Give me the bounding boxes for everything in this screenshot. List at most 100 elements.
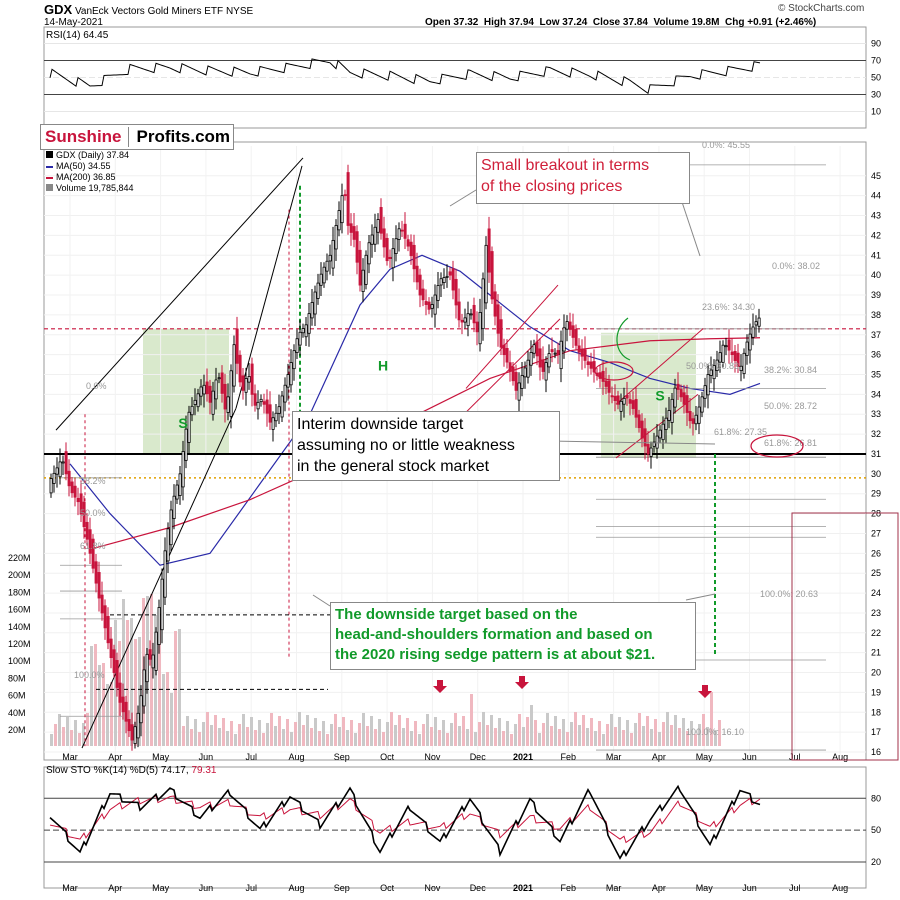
price-tick-label: 36 <box>871 350 881 360</box>
price-tick-label: 44 <box>871 191 881 201</box>
candle-body <box>340 195 344 224</box>
volume-bar <box>646 716 649 746</box>
volume-bar <box>714 730 717 746</box>
candle-body <box>343 194 347 197</box>
candle-body <box>481 278 485 330</box>
candle-body <box>175 484 179 500</box>
candle-body <box>76 497 80 503</box>
candle-body <box>133 726 137 744</box>
candle-body <box>646 444 650 455</box>
volume-bar <box>694 734 697 746</box>
candle-body <box>472 304 476 324</box>
legend-price: GDX (Daily) 37.84 <box>56 150 130 160</box>
candle-body <box>628 399 632 404</box>
upper-trendline <box>55 157 304 431</box>
candle-body <box>85 521 89 540</box>
candle-body <box>418 274 422 296</box>
downside-line-3: the 2020 rising sedge pattern is at abou… <box>335 646 656 663</box>
candle-body <box>643 428 647 447</box>
volume-bar <box>554 716 557 746</box>
candle-body <box>661 423 665 441</box>
candle-body <box>493 291 497 317</box>
candle-body <box>421 288 425 301</box>
fib-label: 61.8%: 27.35 <box>714 427 767 437</box>
candle-body <box>55 467 59 475</box>
candle-body <box>460 319 464 323</box>
candle-body <box>151 654 155 669</box>
candle-body <box>748 333 752 351</box>
candle-body <box>232 344 236 387</box>
volume-bar <box>326 734 329 746</box>
breakout-pointer-b <box>679 195 701 257</box>
price-tick-label: 27 <box>871 528 881 538</box>
x-tick-label: Dec <box>470 752 487 762</box>
candle-body <box>58 461 62 478</box>
left-fib-label: 38.2% <box>80 476 106 486</box>
candle-body <box>436 285 440 301</box>
price-tick-label: 30 <box>871 469 881 479</box>
candle-body <box>274 412 278 422</box>
volume-tick-label: 40M <box>8 708 26 718</box>
volume-bar <box>466 729 469 746</box>
candle-body <box>517 382 521 401</box>
candle-body <box>463 317 467 323</box>
candle-body <box>715 359 719 371</box>
volume-bar <box>662 722 665 746</box>
candle-body <box>208 385 212 403</box>
candle-body <box>217 377 221 380</box>
candle-body <box>598 372 602 379</box>
candle-body <box>712 365 716 380</box>
candle-body <box>61 461 65 464</box>
x-tick-label: Mar <box>62 752 78 762</box>
volume-bar <box>78 733 81 746</box>
candle-body <box>298 331 302 346</box>
x-tick-label: Aug <box>832 752 848 762</box>
volume-bar <box>126 620 129 746</box>
candle-body <box>211 390 215 415</box>
candle-body <box>370 234 374 245</box>
volume-bar <box>98 665 101 746</box>
candle-body <box>430 304 434 309</box>
fib-label: 38.2%: 30.84 <box>764 365 817 375</box>
volume-bar <box>678 728 681 746</box>
candle-body <box>193 399 197 406</box>
volume-bar <box>650 729 653 746</box>
price-tick-label: 35 <box>871 370 881 380</box>
volume-bar <box>446 733 449 746</box>
downside-line-2: head-and-shoulders formation and based o… <box>335 626 653 643</box>
volume-bar <box>638 713 641 746</box>
volume-bar <box>522 727 525 746</box>
volume-bar <box>62 727 65 746</box>
candle-body <box>532 344 536 354</box>
candle-body <box>382 228 386 248</box>
volume-bar <box>130 618 133 746</box>
volume-bar <box>634 723 637 746</box>
volume-bar <box>594 731 597 746</box>
candle-body <box>337 210 341 231</box>
volume-bar <box>242 714 245 746</box>
x-tick-label-bottom: Apr <box>108 883 122 893</box>
candle-body <box>610 395 614 398</box>
candle-body <box>658 429 662 439</box>
candle-body <box>229 370 233 417</box>
volume-bar <box>318 731 321 746</box>
candle-body <box>301 328 305 334</box>
breakout-line-1: Small breakout in terms <box>481 157 650 174</box>
volume-tick-label: 220M <box>8 553 31 563</box>
ma50-line <box>69 254 761 566</box>
x-tick-label: Oct <box>380 752 395 762</box>
x-tick-label-bottom: Sep <box>334 883 350 893</box>
candle-body <box>634 399 638 418</box>
sto-label: Slow STO %K(14) %D(5) 74.17, <box>46 765 189 776</box>
candle-body <box>691 418 695 424</box>
candle-body <box>325 260 329 272</box>
volume-bar <box>194 719 197 746</box>
volume-bar <box>418 734 421 746</box>
volume-bar <box>282 729 285 746</box>
candle-body <box>199 386 203 397</box>
candle-body <box>514 372 518 391</box>
candle-body <box>100 594 104 614</box>
volume-bar <box>230 721 233 746</box>
candle-body <box>604 380 608 387</box>
